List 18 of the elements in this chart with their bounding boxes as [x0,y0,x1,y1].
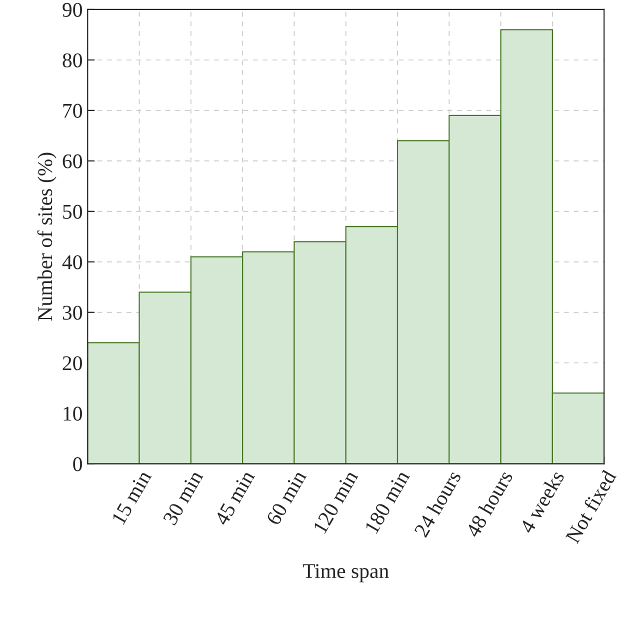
y-tick-label: 60 [62,154,82,168]
x-tick-label: 120 min [312,469,358,534]
x-tick-label: 45 min [214,469,256,526]
y-tick-label: 50 [63,204,82,219]
y-tick-label: 0 [73,457,82,472]
y-tick-label: 80 [62,53,82,68]
y-tick-label: 10 [64,406,82,421]
y-axis-title: Number of sites (%) [37,152,56,321]
x-axis-title: Time span [302,564,389,582]
y-tick-label: 30 [62,306,82,320]
y-tick-label: 20 [62,356,82,370]
y-tick-label: 90 [62,2,82,17]
x-tick-label: 30 min [162,469,204,526]
x-tick-label: 15 min [112,469,152,526]
x-tick-label: 60 min [266,469,307,526]
y-tick-label: 40 [62,255,82,270]
y-tick-label: 70 [63,104,82,118]
x-tick-label: 180 min [364,469,410,534]
